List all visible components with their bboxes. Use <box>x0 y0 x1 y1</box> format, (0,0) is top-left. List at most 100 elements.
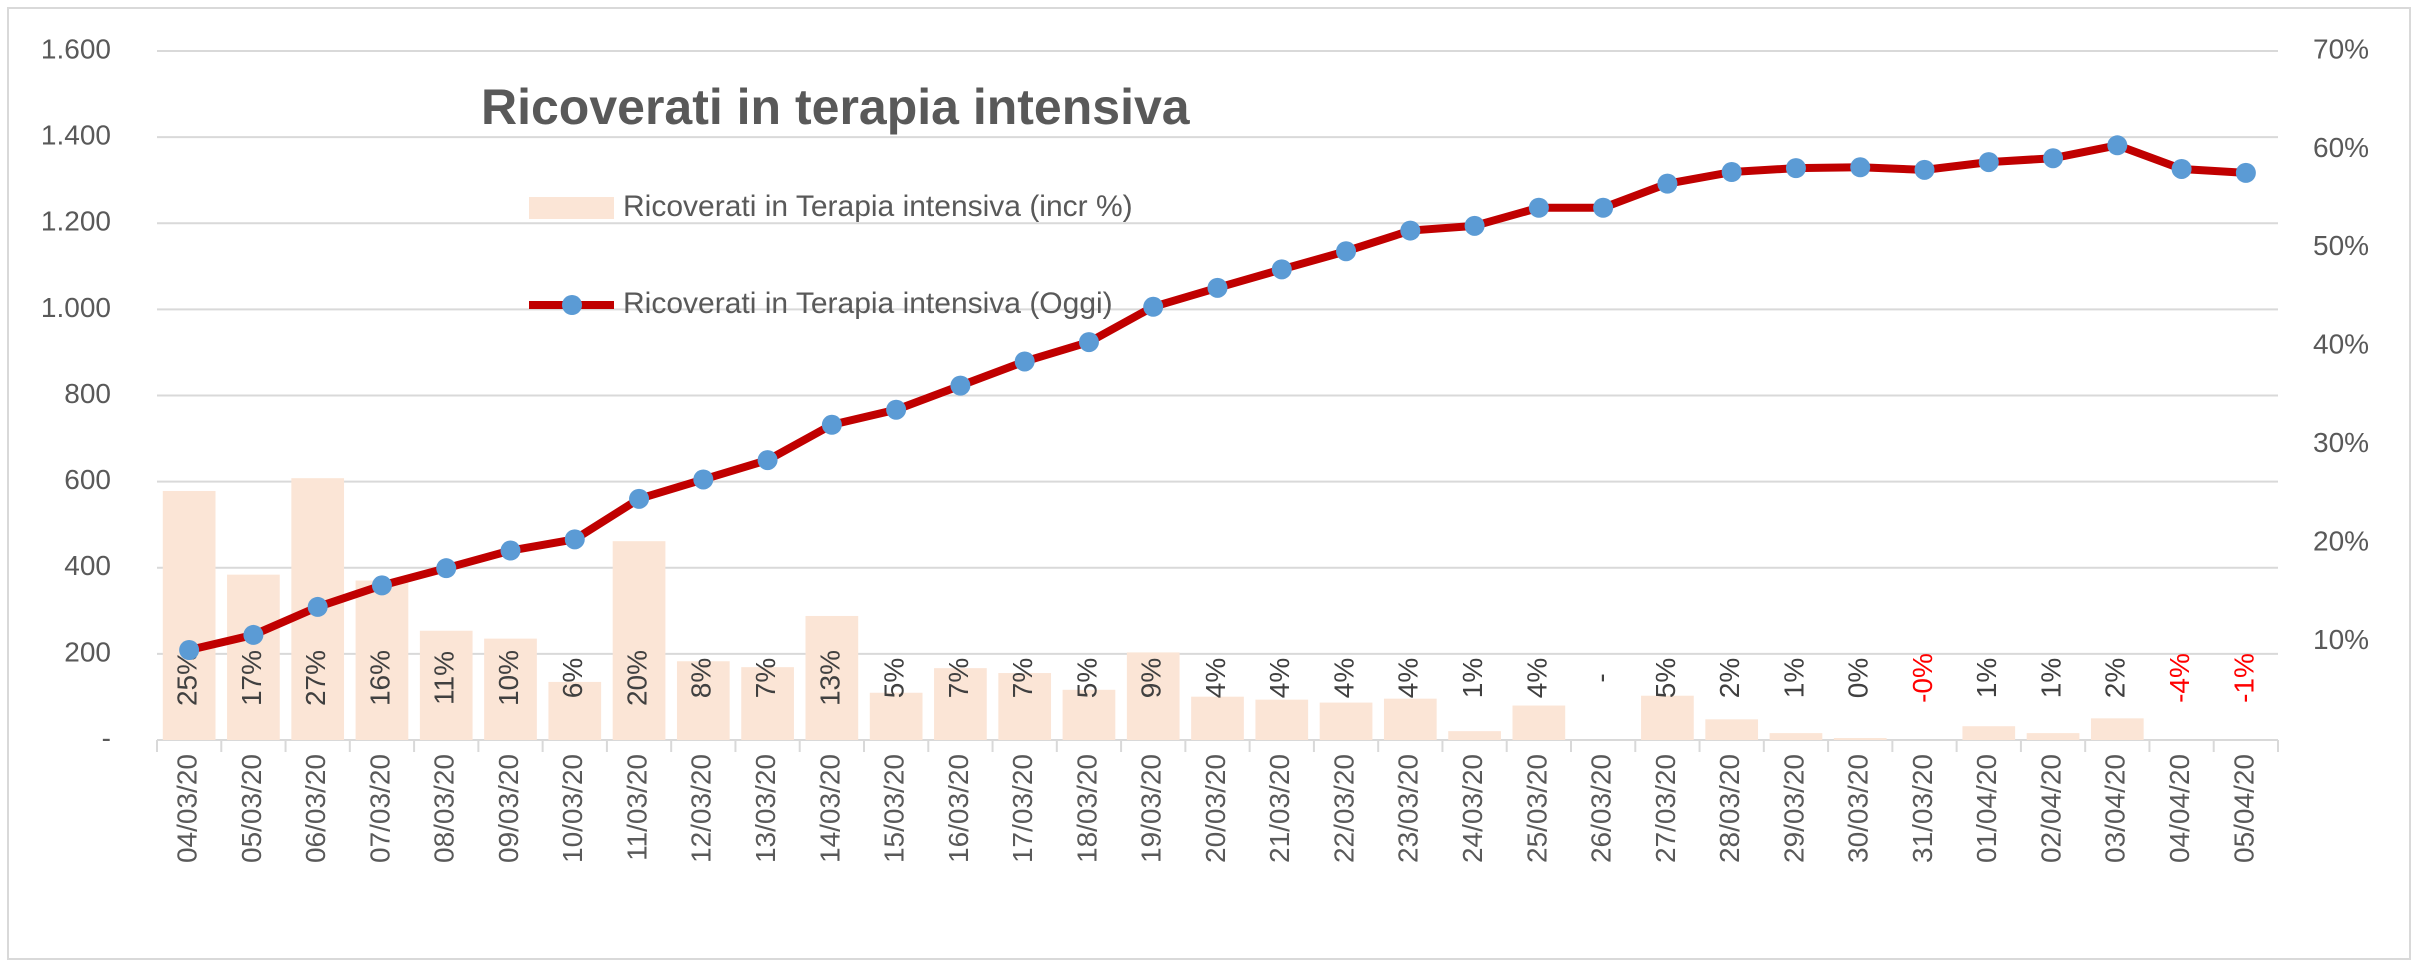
bar-value-label: 4% <box>1328 658 1359 698</box>
bar-value-label: 2% <box>2100 658 2131 698</box>
y-tick-label: - <box>102 722 111 753</box>
y-tick-label: 1.200 <box>41 206 111 237</box>
line-marker <box>1593 197 1614 218</box>
y-tick-label: 800 <box>64 378 111 409</box>
y2-tick-label: 50% <box>2313 230 2369 261</box>
chart-title: Ricoverati in terapia intensiva <box>481 79 1191 135</box>
x-tick-label: 30/03/20 <box>1843 754 1874 863</box>
x-tick-label: 29/03/20 <box>1778 754 1809 863</box>
line-marker <box>629 488 650 509</box>
bar-value-label: 4% <box>1521 658 1552 698</box>
x-tick-label: 25/03/20 <box>1521 754 1552 863</box>
x-tick-label: 26/03/20 <box>1586 754 1617 863</box>
y2-tick-label: 30% <box>2313 427 2369 458</box>
line-marker <box>2171 158 2192 179</box>
bar-value-label: 10% <box>493 650 524 706</box>
bar <box>484 638 537 740</box>
x-tick-label: 12/03/20 <box>686 754 717 863</box>
bar <box>1705 719 1759 740</box>
bar-value-label: 7% <box>943 658 974 698</box>
bar-value-label: -4% <box>2164 653 2195 703</box>
bar-value-label: 1% <box>1457 658 1488 698</box>
x-tick-label: 19/03/20 <box>1136 754 1167 863</box>
x-tick-label: 27/03/20 <box>1650 754 1681 863</box>
line-marker <box>821 414 842 435</box>
bar-value-label: 17% <box>236 650 267 706</box>
bar-value-label: 5% <box>879 658 910 698</box>
bar <box>676 661 730 740</box>
bar-value-label: 27% <box>300 650 331 706</box>
line-marker <box>1078 332 1099 353</box>
line-marker <box>950 375 971 396</box>
bar <box>227 574 280 740</box>
y-tick-label: 1.600 <box>41 33 111 64</box>
line-marker <box>1271 259 1292 280</box>
x-tick-label: 22/03/20 <box>1328 754 1359 863</box>
bar <box>805 615 859 740</box>
bar-value-label: 0% <box>1843 658 1874 698</box>
bar <box>1512 705 1566 740</box>
x-tick-label: 10/03/20 <box>557 754 588 863</box>
bar-value-label: 6% <box>557 658 588 698</box>
bar <box>2090 718 2144 740</box>
line-marker <box>2235 162 2256 183</box>
line-marker <box>1400 220 1421 241</box>
x-tick-label: 21/03/20 <box>1264 754 1295 863</box>
line-marker <box>1207 277 1228 298</box>
line-marker <box>2107 135 2128 156</box>
x-tick-label: 01/04/20 <box>1971 754 2002 863</box>
bar <box>1062 689 1116 740</box>
bar-value-label: 2% <box>1714 658 1745 698</box>
x-tick-label: 06/03/20 <box>300 754 331 863</box>
line-marker <box>1721 162 1742 183</box>
legend-swatch <box>529 197 614 219</box>
bar <box>1833 738 1887 740</box>
bar-value-label: 16% <box>364 650 395 706</box>
x-tick-label: 02/04/20 <box>2035 754 2066 863</box>
bar-value-label: 1% <box>2035 658 2066 698</box>
bar <box>1126 652 1180 740</box>
bar-value-label: 7% <box>750 658 781 698</box>
y2-tick-label: 70% <box>2313 33 2369 64</box>
line-marker <box>371 575 392 596</box>
bar <box>1383 698 1437 740</box>
bar <box>741 667 794 740</box>
bar <box>1191 696 1244 740</box>
bar-value-label: 4% <box>1393 658 1424 698</box>
line-marker <box>1143 296 1164 317</box>
y2-tick-label: 60% <box>2313 132 2369 163</box>
x-tick-label: 15/03/20 <box>879 754 910 863</box>
line-marker <box>179 639 200 660</box>
line-marker <box>1978 152 1999 173</box>
y2-tick-label: 40% <box>2313 329 2369 360</box>
line-marker <box>307 596 328 617</box>
line-marker <box>693 469 714 490</box>
bar-value-label: 5% <box>1071 658 1102 698</box>
bar <box>1448 731 1501 740</box>
bar <box>162 490 216 740</box>
x-tick-label: 14/03/20 <box>814 754 845 863</box>
legend-label: Ricoverati in Terapia intensiva (incr %) <box>623 190 1133 223</box>
bar-value-label: 8% <box>686 658 717 698</box>
bar-value-label: 1% <box>1971 658 2002 698</box>
bar <box>1962 726 2016 740</box>
bar-value-label: 13% <box>814 650 845 706</box>
bar-value-label: - <box>1586 673 1617 682</box>
bar-value-label: 5% <box>1650 658 1681 698</box>
bar <box>1319 702 1373 740</box>
y-tick-label: 200 <box>64 636 111 667</box>
x-tick-label: 05/03/20 <box>236 754 267 863</box>
bar-value-label: -0% <box>1907 653 1938 703</box>
bar-value-label: 20% <box>621 650 652 706</box>
bar <box>612 541 666 740</box>
line-marker <box>1336 241 1357 262</box>
bar <box>2026 733 2080 740</box>
x-tick-label: 08/03/20 <box>429 754 460 863</box>
y-tick-label: 400 <box>64 550 111 581</box>
x-tick-label: 16/03/20 <box>943 754 974 863</box>
x-tick-label: 04/04/20 <box>2164 754 2195 863</box>
x-tick-label: 09/03/20 <box>493 754 524 863</box>
line-marker <box>436 558 457 579</box>
bar-value-label: 4% <box>1200 658 1231 698</box>
